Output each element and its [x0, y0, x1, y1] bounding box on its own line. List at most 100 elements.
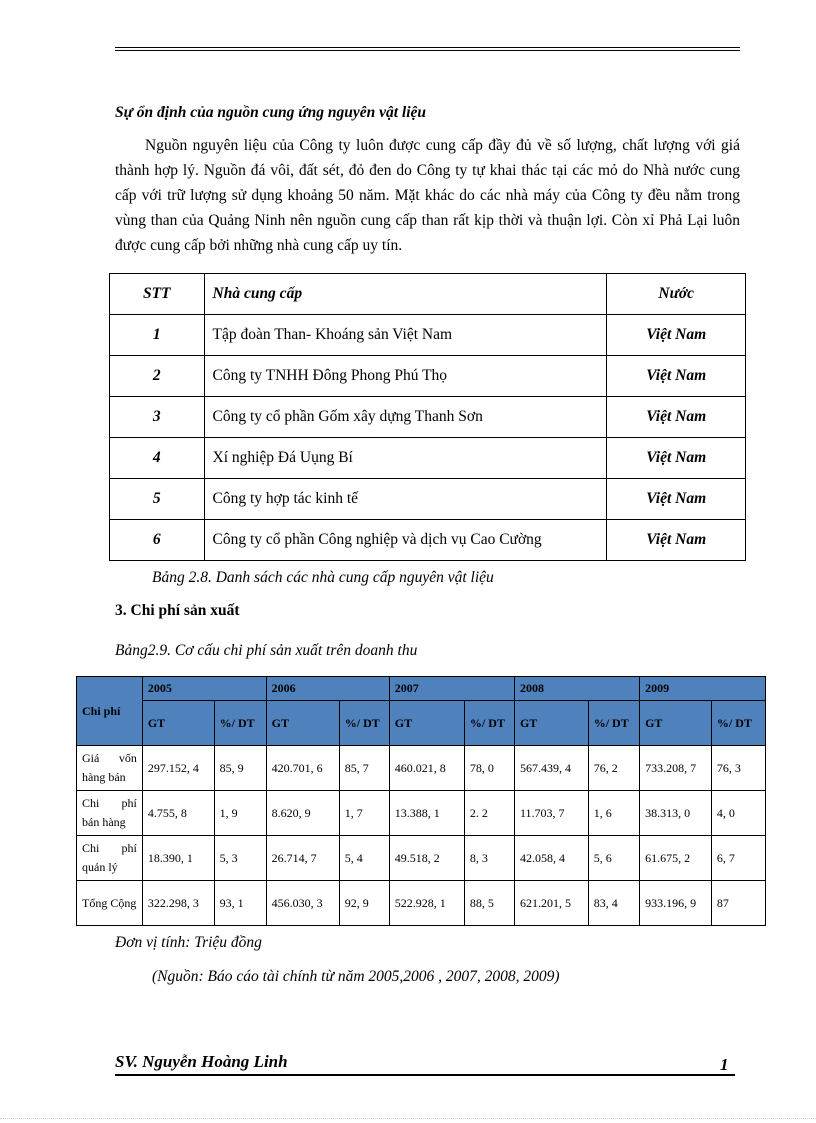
table-cell: 5, 6 — [587, 835, 641, 881]
table-cell: 6, 7 — [710, 835, 767, 881]
table-cell: Tổng Cộng — [76, 880, 143, 926]
header-rule — [115, 47, 740, 51]
footer: SV. Nguyễn Hoàng Linh — [115, 1052, 735, 1076]
table-cell: 88, 5 — [463, 880, 515, 926]
table-cell: 2007 — [388, 676, 515, 701]
table-cell: 2008 — [513, 676, 641, 701]
table-cell: %/ DT — [710, 700, 767, 746]
table-cell: Giá vốn hàng bán — [76, 745, 143, 791]
table-cell: Chi phí bán hàng — [76, 790, 143, 836]
table-row: 6 Công ty cổ phần Công nghiệp và dịch vụ … — [109, 519, 746, 561]
table-cell: 456.030, 3 — [265, 880, 340, 926]
section-heading-3: 3. Chi phí sản xuất — [115, 602, 240, 619]
table-cell: 5, 4 — [338, 835, 390, 881]
table-cell: 61.675, 2 — [639, 835, 712, 881]
table-cell: %/ DT — [463, 700, 515, 746]
table-row: Chi phí bán hàng 4.755, 8 1, 9 8.620, 9 1, 7… — [76, 790, 767, 836]
source-note: (Nguồn: Báo cáo tài chính từ năm 2005,20… — [152, 968, 560, 985]
footer-author: SV. Nguyễn Hoàng Linh — [115, 1052, 288, 1071]
table-cell: Nhà cung cấp — [203, 273, 608, 315]
table-cell: 933.196, 9 — [639, 880, 712, 926]
table-cell: 1 — [109, 314, 205, 356]
table-cell: 1, 7 — [338, 790, 390, 836]
table-row: 2 Công ty TNHH Đông Phong Phú Thọ Việt Nam — [109, 355, 746, 397]
table-cell: GT — [141, 700, 215, 746]
table-cell: 567.439, 4 — [513, 745, 589, 791]
table-cell: 83, 4 — [587, 880, 641, 926]
table-cell: GT — [388, 700, 465, 746]
table-cell: 76, 3 — [710, 745, 767, 791]
table-header-row: Chi phí 2005 2006 2007 2008 2009 — [76, 676, 766, 746]
table-header-row: STT Nhà cung cấp Nước — [109, 273, 746, 315]
table-cell: Chi phí quản lý — [76, 835, 143, 881]
table-cell: 4.755, 8 — [141, 790, 215, 836]
table-row: 3 Công ty cổ phần Gốm xây dựng Thanh Sơn V… — [109, 396, 746, 438]
table-cell: 2. 2 — [463, 790, 515, 836]
table-cell: Công ty hợp tác kinh tế — [203, 478, 608, 520]
supplier-table-caption: Bảng 2.8. Danh sách các nhà cung cấp ngu… — [152, 569, 494, 586]
table-cell: 18.390, 1 — [141, 835, 215, 881]
table-cell: 78, 0 — [463, 745, 515, 791]
table-cell: 8, 3 — [463, 835, 515, 881]
table-cell: %/ DT — [587, 700, 641, 746]
table-cell: Xí nghiệp Đá Uụng Bí — [203, 437, 608, 479]
table-cell: 8.620, 9 — [265, 790, 340, 836]
table-cell: 297.152, 4 — [141, 745, 215, 791]
table-cell: Việt Nam — [606, 478, 746, 520]
table-cell: 87 — [710, 880, 767, 926]
table-cell: 522.928, 1 — [388, 880, 465, 926]
table-cell: 733.208, 7 — [639, 745, 712, 791]
cost-table-caption: Bảng2.9. Cơ cấu chi phí sản xuất trên do… — [115, 642, 418, 659]
page-number: 1 — [720, 1055, 729, 1074]
table-cell: 621.201, 5 — [513, 880, 589, 926]
table-cell: STT — [109, 273, 205, 315]
body-paragraph: Nguồn nguyên liệu của Công ty luôn được … — [115, 137, 740, 254]
table-cell: Việt Nam — [606, 437, 746, 479]
table-cell: %/ DT — [213, 700, 267, 746]
table-cell: 76, 2 — [587, 745, 641, 791]
table-cell: GT — [639, 700, 712, 746]
table-cell: 93, 1 — [213, 880, 267, 926]
table-cell: Việt Nam — [606, 519, 746, 561]
table-cell: Công ty TNHH Đông Phong Phú Thọ — [203, 355, 608, 397]
table-row: 5 Công ty hợp tác kinh tế Việt Nam — [109, 478, 746, 520]
table-cell: 460.021, 8 — [388, 745, 465, 791]
table-cell: 1, 9 — [213, 790, 267, 836]
table-row: Giá vốn hàng bán 297.152, 4 85, 9 420.701, … — [76, 745, 767, 791]
table-cell: 1, 6 — [587, 790, 641, 836]
table-row: 4 Xí nghiệp Đá Uụng Bí Việt Nam — [109, 437, 746, 479]
table-cell: 13.388, 1 — [388, 790, 465, 836]
page-edge — [0, 1118, 816, 1119]
table-cell: GT — [265, 700, 340, 746]
table-cell: Việt Nam — [606, 355, 746, 397]
table-cell: 4 — [109, 437, 205, 479]
table-cell: 38.313, 0 — [639, 790, 712, 836]
supplier-table: STT Nhà cung cấp Nước 1 Tập đoàn Than- Khoán… — [109, 273, 746, 561]
cost-table: Chi phí 2005 2006 2007 2008 2009 GT %/ DT GT %/ D… — [76, 676, 767, 926]
unit-note: Đơn vị tính: Triệu đồng — [115, 934, 262, 951]
table-cell: 2005 — [141, 676, 267, 701]
table-cell: 4, 0 — [710, 790, 767, 836]
table-header-row: GT %/ DT GT %/ DT GT %/ DT GT %/ DT GT %/ DT — [77, 700, 767, 746]
table-cell: Công ty cổ phần Công nghiệp và dịch vụ C… — [203, 519, 608, 561]
table-cell: Tập đoàn Than- Khoáng sản Việt Nam — [203, 314, 608, 356]
table-row: Chi phí quản lý 18.390, 1 5, 3 26.714, 7 5, … — [76, 835, 767, 881]
table-cell: Chi phí — [76, 676, 143, 746]
table-cell: Công ty cổ phần Gốm xây dựng Thanh Sơn — [203, 396, 608, 438]
table-cell: 2 — [109, 355, 205, 397]
table-cell: Việt Nam — [606, 396, 746, 438]
table-cell: 5 — [109, 478, 205, 520]
table-cell: Việt Nam — [606, 314, 746, 356]
table-cell: 3 — [109, 396, 205, 438]
table-cell: 85, 7 — [338, 745, 390, 791]
table-cell: 92, 9 — [338, 880, 390, 926]
table-cell: 5, 3 — [213, 835, 267, 881]
table-cell: 49.518, 2 — [388, 835, 465, 881]
table-cell: 42.058, 4 — [513, 835, 589, 881]
table-cell: GT — [513, 700, 589, 746]
table-cell: 6 — [109, 519, 205, 561]
table-cell: 2006 — [265, 676, 390, 701]
table-cell: 420.701, 6 — [265, 745, 340, 791]
